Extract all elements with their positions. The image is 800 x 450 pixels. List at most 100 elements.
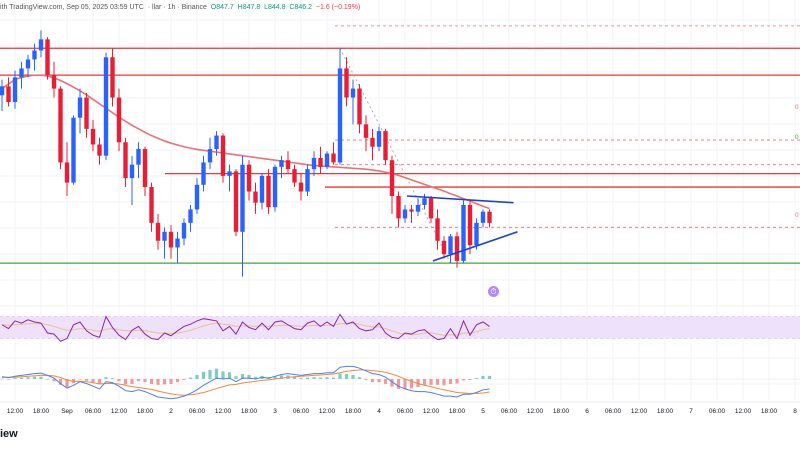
candle-body[interactable] (32, 50, 37, 60)
candle-body[interactable] (272, 166, 278, 208)
macd-histogram-bar (6, 379, 11, 380)
candle-body[interactable] (422, 198, 427, 205)
candle-body[interactable] (6, 86, 11, 102)
candle-body[interactable] (214, 135, 219, 149)
candle-body[interactable] (201, 162, 206, 185)
candle-body[interactable] (357, 88, 362, 125)
header-close: C846.2 (289, 4, 312, 11)
candle-body[interactable] (415, 204, 421, 212)
candle-body[interactable] (97, 144, 102, 156)
candle-body[interactable] (233, 171, 239, 232)
candle-body[interactable] (136, 149, 141, 165)
candle-body[interactable] (292, 169, 297, 183)
candle-body[interactable] (448, 236, 453, 255)
candle-body[interactable] (25, 59, 31, 69)
candle-body[interactable] (58, 88, 63, 163)
candle-body[interactable] (474, 222, 479, 246)
candle-body[interactable] (435, 218, 440, 241)
candle-body[interactable] (19, 68, 24, 78)
candle-body[interactable] (350, 88, 356, 98)
candle-body[interactable] (175, 238, 180, 248)
candle-body[interactable] (461, 204, 466, 261)
time-axis-tick-label: 18:00 (345, 408, 362, 415)
candle-body[interactable] (71, 117, 76, 183)
candle-body[interactable] (162, 231, 167, 241)
candle-body[interactable] (181, 222, 187, 239)
macd-histogram-bar (468, 379, 472, 380)
header-change: −1.6 (−0.19%) (315, 4, 361, 11)
macd-histogram-bar (182, 379, 186, 380)
candle-body[interactable] (344, 68, 349, 98)
alert-clock-icon[interactable]: ⏱ (488, 286, 499, 297)
candle-body[interactable] (331, 153, 336, 163)
candle-body[interactable] (370, 137, 375, 147)
candle-body[interactable] (116, 97, 122, 143)
candle-body[interactable] (194, 184, 200, 210)
candle-body[interactable] (12, 77, 18, 102)
candle-body[interactable] (363, 124, 369, 138)
candle-body[interactable] (402, 209, 408, 219)
candle-body[interactable] (129, 164, 135, 179)
candle-body[interactable] (259, 175, 265, 203)
candle-body[interactable] (279, 160, 284, 167)
candle-body[interactable] (441, 240, 447, 255)
macd-histogram-bar (396, 379, 401, 389)
candle-body[interactable] (389, 160, 395, 196)
candle-body[interactable] (337, 68, 343, 163)
candle-body[interactable] (240, 164, 245, 232)
candle-body[interactable] (188, 209, 193, 223)
candle-body[interactable] (428, 198, 434, 219)
candle-body[interactable] (487, 211, 492, 223)
macd-histogram-bar (188, 377, 193, 379)
candle-body[interactable] (168, 231, 174, 248)
macd-histogram-bar (117, 379, 121, 382)
candle-body[interactable] (77, 97, 83, 118)
candle-body[interactable] (383, 131, 388, 161)
candle-body[interactable] (155, 222, 161, 241)
candle-body[interactable] (246, 164, 252, 192)
candle-body[interactable] (266, 175, 271, 208)
candle-body[interactable] (103, 57, 109, 156)
candle-body[interactable] (110, 57, 115, 98)
time-axis-tick-label: 12:00 (735, 408, 752, 415)
triangle-lower-trendline[interactable] (432, 231, 518, 262)
macd-signal-line (2, 369, 490, 396)
macd-histogram-bar (344, 374, 349, 379)
candle-body[interactable] (376, 131, 382, 147)
macd-histogram-bar (58, 379, 63, 385)
candle-body[interactable] (396, 196, 401, 219)
candle-body[interactable] (207, 149, 213, 163)
candle-body[interactable] (298, 182, 304, 192)
candle-body[interactable] (480, 211, 486, 223)
candle-body[interactable] (305, 169, 310, 192)
candle-body[interactable] (324, 153, 330, 167)
candle-body[interactable] (0, 86, 5, 96)
candle-body[interactable] (285, 160, 291, 170)
candle-body[interactable] (409, 209, 414, 212)
candle-body[interactable] (227, 171, 232, 176)
candle-body[interactable] (38, 39, 44, 51)
candle-body[interactable] (220, 135, 226, 176)
time-axis-tick-label: 06:00 (85, 408, 102, 415)
price-candles[interactable] (0, 30, 492, 277)
candle-body[interactable] (149, 187, 154, 223)
candle-body[interactable] (142, 149, 148, 188)
chart-header: ith TradingView.com, Sep 05, 2025 03:59 … (0, 4, 361, 11)
triangle-pattern[interactable] (406, 195, 518, 262)
price-scale-label: 0 (795, 104, 799, 111)
macd-line (1, 365, 490, 400)
candle-body[interactable] (318, 157, 323, 167)
macd-histogram-bar (487, 375, 492, 379)
candle-body[interactable] (467, 204, 473, 246)
candle-body[interactable] (253, 191, 258, 203)
candle-body[interactable] (51, 75, 57, 89)
candle-body[interactable] (123, 142, 128, 179)
candle-body[interactable] (90, 128, 96, 145)
candle-body[interactable] (45, 39, 50, 76)
triangle-upper-trendline[interactable] (406, 195, 514, 204)
candle-body[interactable] (64, 162, 70, 183)
candle-body[interactable] (84, 97, 89, 129)
candle-body[interactable] (454, 236, 460, 261)
candle-body[interactable] (311, 157, 317, 170)
